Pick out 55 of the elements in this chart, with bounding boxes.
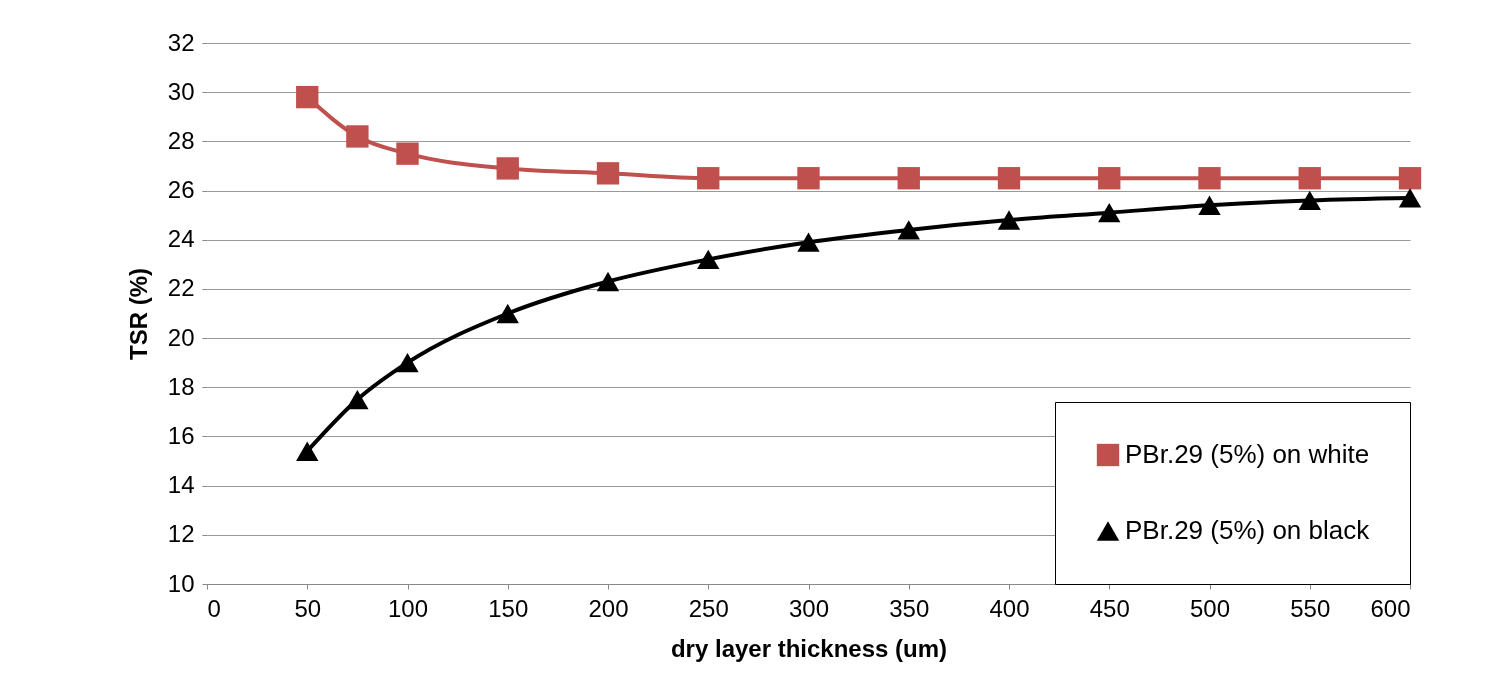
legend-label: PBr.29 (5%) on black [1125,515,1371,545]
point [897,220,920,240]
point [296,441,319,461]
x-tick-label: 350 [889,594,930,622]
point [346,389,369,410]
y-tick-label: 16 [167,421,195,449]
y-tick-label: 30 [167,77,195,105]
x-tick-label: 550 [1290,594,1331,622]
point [1398,188,1422,208]
x-tick-label: 150 [488,594,529,622]
y-tick-label: 14 [167,471,195,499]
point [1098,167,1121,190]
x-tick-label: 500 [1189,594,1231,622]
point [346,125,369,148]
y-tick-label: 24 [167,225,195,253]
x-tick-label: 250 [688,594,729,622]
x-tick-label: 450 [1089,594,1130,622]
x-tick-label: 0 [207,594,221,622]
point [997,210,1021,230]
point [697,167,720,190]
y-tick-label: 12 [167,520,195,548]
x-tick-label: 200 [588,594,629,622]
y-tick-label: 26 [167,176,195,204]
point [396,353,419,373]
y-tick-label: 18 [167,372,195,400]
point [496,157,519,180]
point [1198,195,1221,215]
point [797,232,820,252]
x-tick-label: 100 [387,594,429,622]
legend-label: PBr.29 (5%) on white [1125,439,1370,469]
y-tick-label: 32 [167,28,195,56]
point [997,167,1021,190]
x-tick-label: 300 [788,594,830,622]
x-tick-label: 50 [294,594,322,622]
point [396,142,419,165]
x-tick-label: 600 [1370,594,1411,622]
point [697,249,720,270]
y-tick-label: 22 [167,274,195,302]
y-axis-title: TSR (%) [124,268,152,360]
point [296,85,319,109]
y-tick-label: 10 [167,569,195,597]
point [1398,167,1422,190]
point [797,167,820,190]
point [596,162,620,185]
point [1098,203,1121,223]
point [1298,190,1321,211]
point [897,167,920,190]
y-tick-label: 20 [167,323,195,351]
x-tick-label: 400 [989,594,1030,622]
y-tick-label: 28 [167,126,195,154]
point [1198,167,1221,190]
x-axis-title: dry layer thickness (um) [670,634,948,662]
point [596,271,620,292]
point [496,303,519,324]
point [1298,167,1321,190]
